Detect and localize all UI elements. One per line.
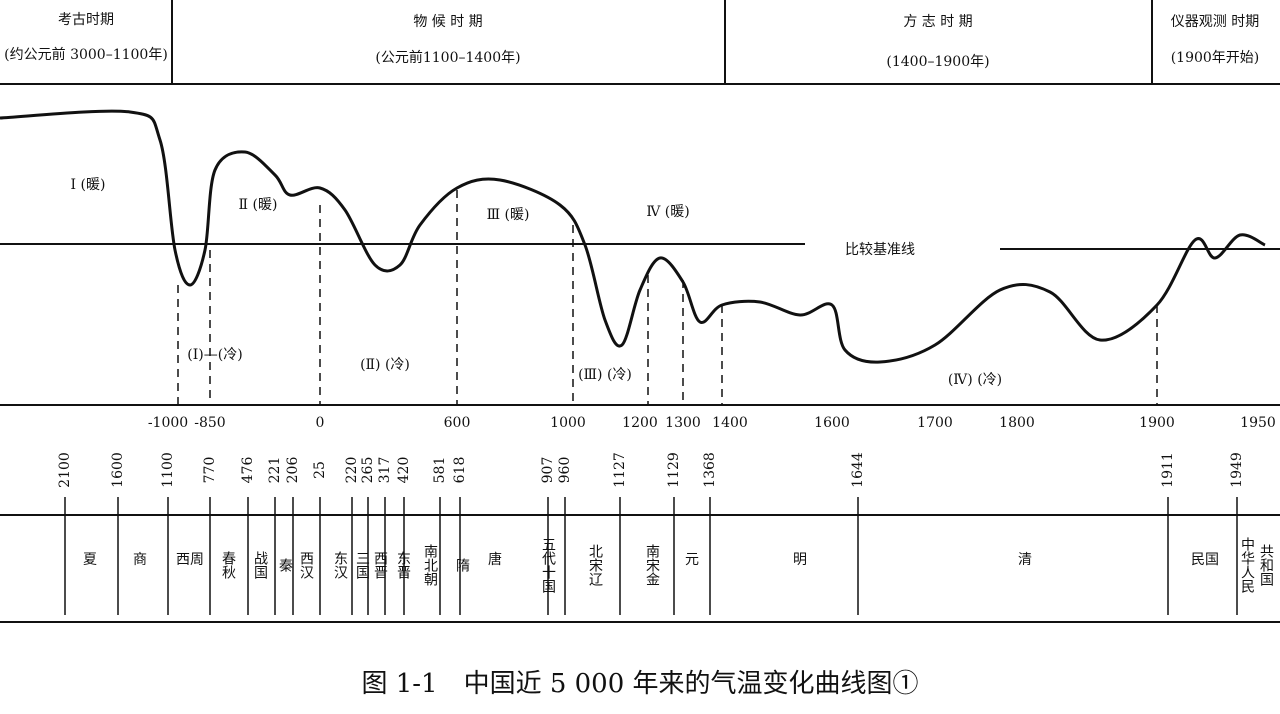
dynasty-name: 元 — [685, 552, 699, 568]
dynasty-name: 北宋辽 — [587, 544, 603, 587]
dynasty-name: 东汉 — [332, 551, 348, 579]
dynasty-name: 民国 — [1191, 552, 1219, 568]
dynasty-name: 三国 — [354, 551, 370, 579]
dynasty-name: 西汉 — [298, 551, 314, 579]
caption: 图 1-1 中国近 5 000 年来的气温变化曲线图① — [361, 669, 918, 699]
dynasty-name: 隋 — [454, 558, 470, 572]
period-subtitle: (1900年开始) — [1171, 50, 1260, 66]
period-subtitle: (约公元前 3000–1100年) — [4, 46, 168, 63]
dynasty-name: 西周 — [176, 552, 204, 568]
period-title: 仪器观测 时期 — [1171, 14, 1259, 30]
baseline-label: 比较基准线 — [845, 241, 915, 258]
dynasty-name: 春秋 — [220, 551, 236, 579]
dynasty-name: 清 — [1018, 552, 1032, 568]
dynasty-year: 1129 — [666, 452, 682, 488]
dynasty-year: 907 — [540, 457, 556, 484]
year-axis-label: 1000 — [550, 415, 586, 431]
warm-label: Ⅲ (暖) — [487, 207, 530, 223]
year-axis-label: 1800 — [999, 415, 1035, 431]
dynasty-year: 206 — [285, 457, 301, 484]
dynasty-year: 1100 — [160, 452, 176, 488]
dynasty-name: 南北朝 — [422, 544, 438, 587]
dynasty-year: 618 — [452, 457, 468, 484]
dynasty-year: 221 — [267, 457, 283, 484]
dynasty-name: 五代十国 — [540, 537, 556, 593]
warm-label: Ⅱ (暖) — [239, 197, 278, 213]
dynasty-year: 581 — [432, 457, 448, 484]
dynasty-year: 1127 — [612, 452, 628, 488]
dynasty-name: 商 — [133, 552, 147, 568]
dynasty-year: 1911 — [1160, 452, 1176, 488]
dynasty-name: 南宋金 — [644, 544, 660, 586]
cold-label: (Ⅳ) (冷) — [948, 372, 1002, 388]
period-title: 考古时期 — [58, 12, 114, 28]
dynasty-name: 明 — [793, 552, 807, 568]
dynasty-year: 1644 — [850, 452, 866, 488]
dynasty-year: 1949 — [1229, 452, 1245, 488]
dynasty-name: 夏 — [83, 552, 97, 568]
dynasty-name: 共和国 — [1258, 544, 1274, 586]
dynasty-year: 25 — [312, 461, 328, 479]
year-axis-label: -1000 — [148, 415, 188, 431]
dynasty-name: 秦 — [277, 558, 293, 572]
dynasty-name: 中华人民 — [1239, 537, 1255, 594]
year-axis-label: 1300 — [665, 415, 701, 431]
cold-label: (Ⅱ) (冷) — [360, 357, 410, 373]
dynasty-name: 西晋 — [372, 551, 388, 579]
dynasty-year: 1600 — [110, 452, 126, 488]
dynasty-name: 战国 — [252, 551, 268, 579]
dynasty-year: 1368 — [702, 452, 718, 488]
warm-label: Ⅰ (暖) — [71, 177, 106, 193]
year-axis-label: 1600 — [814, 415, 850, 431]
year-axis-label: 1400 — [712, 415, 748, 431]
dynasty-name: 东晋 — [395, 551, 411, 579]
temperature-curve — [0, 109, 1266, 364]
year-axis-label: -850 — [194, 415, 225, 431]
year-axis-label: 0 — [316, 415, 325, 431]
dynasty-year: 770 — [202, 457, 218, 484]
period-subtitle: (公元前1100–1400年) — [375, 49, 520, 66]
period-title: 方 志 时 期 — [903, 14, 972, 30]
warm-label: Ⅳ (暖) — [646, 204, 689, 220]
dynasty-year: 2100 — [57, 452, 73, 488]
dynasty-name: 唐 — [488, 551, 502, 568]
period-subtitle: (1400–1900年) — [886, 54, 989, 70]
year-axis-label: 1900 — [1139, 415, 1175, 431]
cold-label: (Ⅲ) (冷) — [578, 367, 632, 383]
dynasty-year: 476 — [240, 457, 256, 484]
period-title: 物 候 时 期 — [413, 14, 482, 30]
dynasty-year: 265 — [360, 457, 376, 484]
dynasty-year: 317 — [377, 457, 393, 484]
year-axis-label: 600 — [444, 415, 471, 431]
dynasty-year: 220 — [344, 457, 360, 484]
header-frame — [0, 0, 1280, 623]
year-axis-label: 1700 — [917, 415, 953, 431]
year-axis-label: 1200 — [622, 415, 658, 431]
dynasty-year: 960 — [557, 457, 573, 484]
dynasty-year: 420 — [396, 457, 412, 484]
year-axis-label: 1950 — [1240, 415, 1276, 431]
cold-label: (Ⅰ)—(冷) — [187, 347, 242, 363]
